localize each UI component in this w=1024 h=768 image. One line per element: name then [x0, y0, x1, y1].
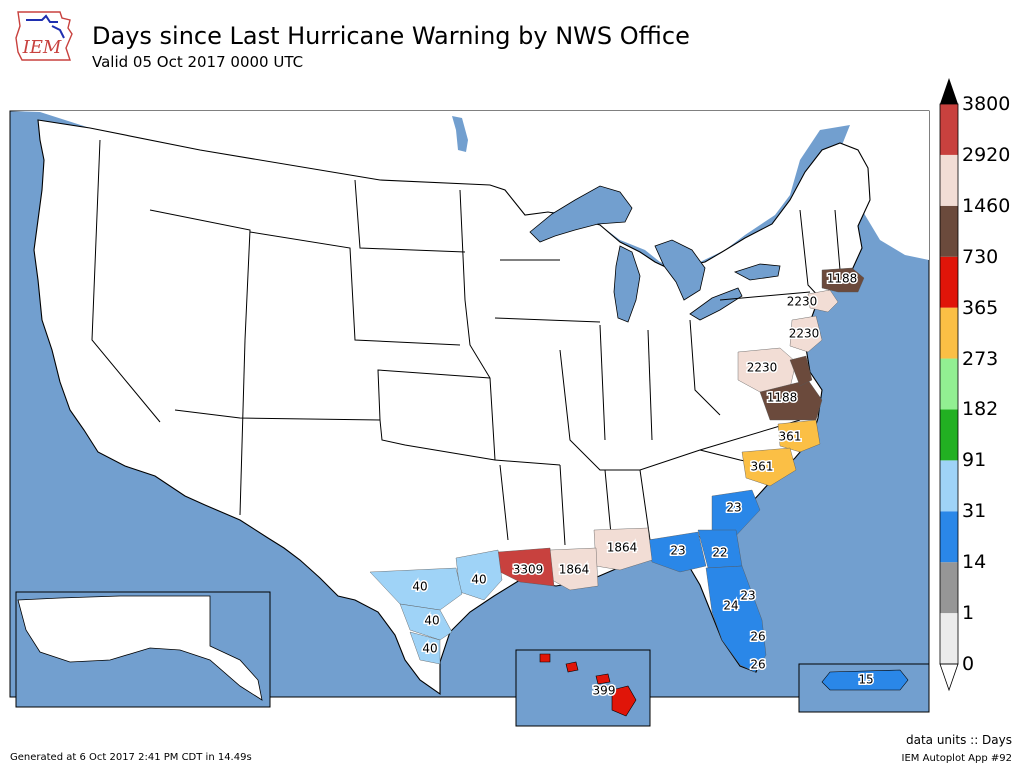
- office-value-label: 40: [471, 573, 486, 587]
- colorbar-tick-label: 14: [962, 551, 987, 574]
- office-value-label: 1188: [767, 391, 798, 405]
- office-region-mhx: [777, 419, 821, 453]
- office-region-ilm: [741, 447, 797, 487]
- colorbar-segment: [940, 307, 958, 359]
- lake-ontario: [733, 263, 781, 281]
- map-title: Days since Last Hurricane Warning by NWS…: [92, 22, 690, 50]
- office-regions: [369, 267, 865, 673]
- lake-erie: [689, 287, 743, 321]
- colorbar-tick-label: 0: [962, 653, 975, 675]
- office-value-label: 399: [593, 684, 616, 698]
- lake-michigan: [613, 245, 641, 323]
- generated-timestamp: Generated at 6 Oct 2017 2:41 PM CDT in 1…: [10, 752, 252, 763]
- office-value-labels: 1188 2230 2230 2230 1188 361 361 23 1864 23 22 3309…: [411, 270, 875, 699]
- puerto-rico-inset: [798, 663, 930, 713]
- office-value-label: 22: [712, 546, 727, 560]
- colorbar-segment: [940, 358, 958, 410]
- hawaii-island-big: [611, 685, 637, 717]
- hawaii-island-maui: [595, 673, 611, 685]
- colorbar-tick-label: 3800: [962, 93, 1011, 115]
- office-value-label: 40: [422, 642, 437, 656]
- alaska-inset: [15, 591, 271, 708]
- office-region-box: [807, 289, 839, 313]
- colorbar-segment: [940, 154, 958, 206]
- lake-superior: [529, 185, 633, 243]
- office-value-label: 2230: [747, 361, 778, 375]
- office-region-phi: [789, 315, 823, 353]
- office-value-label: 1188: [827, 272, 858, 286]
- data-units-label: data units :: Days: [905, 733, 1012, 747]
- colorbar-tick-label: 730: [962, 245, 999, 268]
- office-region-dmv: [789, 355, 813, 387]
- office-value-label: 26: [750, 630, 765, 644]
- colorbar-segment: [940, 613, 958, 664]
- alaska-land: [17, 595, 263, 701]
- colorbar-segment: [940, 104, 958, 155]
- office-value-label: 23: [670, 544, 685, 558]
- office-region-fl-pen: [705, 565, 767, 673]
- colorbar-tick-label: 182: [962, 398, 999, 421]
- office-value-label: 40: [424, 614, 439, 628]
- colorbar-segment: [940, 511, 958, 563]
- office-value-label: 2230: [787, 295, 818, 309]
- colorbar-segment: [940, 256, 958, 308]
- autoplot-app-label: IEM Autoplot App #92: [901, 753, 1012, 764]
- office-value-label: 1864: [607, 541, 638, 555]
- office-value-label: 361: [751, 460, 774, 474]
- colorbar-tick-label: 91: [962, 449, 987, 472]
- hawaii-inset: [515, 649, 651, 727]
- office-region-ewx: [369, 567, 463, 611]
- hawaii-island-oahu: [565, 661, 579, 673]
- colorbar-tick-label: 273: [962, 347, 999, 370]
- office-value-label: 3309: [513, 563, 544, 577]
- colorbar-segment: [940, 205, 958, 257]
- office-region-chs: [711, 489, 761, 541]
- office-region-bro: [409, 631, 441, 665]
- colorbar-segment: [940, 562, 958, 614]
- colorbar-tick-label: 1: [962, 602, 975, 625]
- iem-logo: IEM: [15, 11, 73, 61]
- office-value-label: 15: [858, 673, 873, 687]
- colorbar-tick-label: 1460: [962, 194, 1011, 217]
- state-borders: [91, 139, 841, 553]
- colorbar: [939, 78, 959, 692]
- office-region-bos: [821, 267, 865, 293]
- colorbar-under-arrow: [939, 663, 959, 692]
- office-value-label: 26: [750, 658, 765, 672]
- map-subtitle: Valid 05 Oct 2017 0000 UTC: [92, 53, 304, 71]
- canada-land: [10, 111, 929, 270]
- colorbar-over-arrow: [940, 78, 958, 104]
- office-value-label: 1864: [559, 563, 590, 577]
- colorbar-tick-label: 31: [962, 500, 987, 523]
- logo-text: IEM: [22, 37, 62, 58]
- office-region-crp: [399, 603, 453, 641]
- office-value-label: 40: [412, 580, 427, 594]
- lake-winnipeg: [452, 116, 468, 152]
- office-value-label: 23: [726, 501, 741, 515]
- office-value-label: 24: [723, 599, 738, 613]
- hawaii-island-kauai: [539, 653, 551, 663]
- lake-huron: [654, 239, 706, 301]
- colorbar-frame: [939, 103, 959, 665]
- office-value-label: 2230: [789, 327, 820, 341]
- office-value-label: 23: [740, 589, 755, 603]
- puerto-rico-land: [821, 669, 909, 691]
- colorbar-tick-label: 365: [962, 296, 999, 319]
- office-value-label: 361: [779, 430, 802, 444]
- colorbar-segment: [940, 409, 958, 461]
- colorbar-segment: [940, 460, 958, 512]
- colorbar-tick-label: 2920: [962, 143, 1011, 166]
